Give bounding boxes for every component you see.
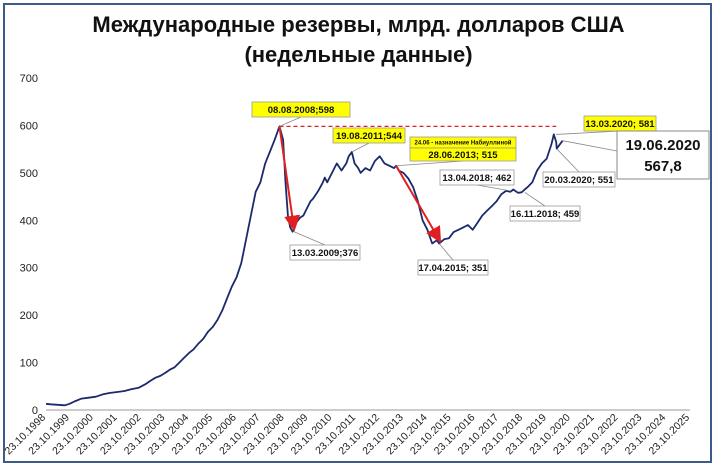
annotation-leader — [556, 130, 621, 135]
annotation-leader — [293, 231, 326, 246]
callout-box — [616, 130, 710, 180]
reserves-line — [45, 125, 564, 407]
annotation-label: 28.06.2013; 515 — [428, 150, 498, 161]
annotation-label: 24.06 - назначение Набиуллиной — [415, 140, 512, 147]
annotation-leader — [438, 243, 454, 261]
annotation-label: 13.03.2009;376 — [292, 248, 359, 259]
y-tick-label: 600 — [20, 120, 38, 132]
annotation-box — [332, 127, 406, 144]
y-tick-label: 200 — [20, 310, 38, 322]
annotation-leader — [524, 191, 546, 207]
callout-date: 19.06.2020 — [625, 137, 700, 154]
y-tick-label: 500 — [20, 168, 38, 180]
annotation-box — [509, 205, 581, 222]
chart-frame — [3, 3, 712, 463]
y-tick-label: 0 — [32, 405, 38, 417]
annotation-label: 13.03.2020; 581 — [585, 119, 655, 130]
drawdown-arrow — [278, 126, 301, 232]
callout-leader — [562, 140, 618, 152]
annotation-leader — [476, 184, 511, 192]
y-tick-label: 300 — [20, 263, 38, 275]
y-tick-label: 100 — [20, 358, 38, 370]
annotation-label: 17.04.2015; 351 — [418, 263, 488, 274]
annotation-label: 16.11.2018; 459 — [511, 209, 580, 220]
drawdown-arrow — [395, 165, 442, 243]
chart-title-line2: (недельные данные) — [244, 42, 473, 67]
annotation-leader — [351, 142, 370, 153]
annotation-leader — [279, 116, 302, 127]
annotation-box — [439, 169, 515, 186]
annotation-label: 13.04.2018; 462 — [442, 173, 511, 184]
annotation-leader — [556, 148, 580, 173]
annotation-label: 20.03.2020; 551 — [544, 175, 614, 186]
callout-value: 567,8 — [644, 158, 682, 175]
y-tick-label: 400 — [20, 215, 38, 227]
annotation-leader — [396, 160, 464, 167]
annotation-box — [542, 171, 616, 188]
annotation-label: 19.08.2011;544 — [336, 131, 403, 142]
annotation-box — [251, 101, 351, 118]
chart-title: Международные резервы, млрд. долларов СШ… — [0, 10, 717, 70]
annotation-box — [409, 147, 517, 162]
annotation-box — [417, 259, 489, 276]
chart-title-line1: Международные резервы, млрд. долларов СШ… — [92, 12, 625, 37]
y-tick-label: 700 — [20, 73, 38, 85]
annotation-box — [289, 244, 361, 261]
annotation-label: 08.08.2008;598 — [268, 105, 335, 116]
